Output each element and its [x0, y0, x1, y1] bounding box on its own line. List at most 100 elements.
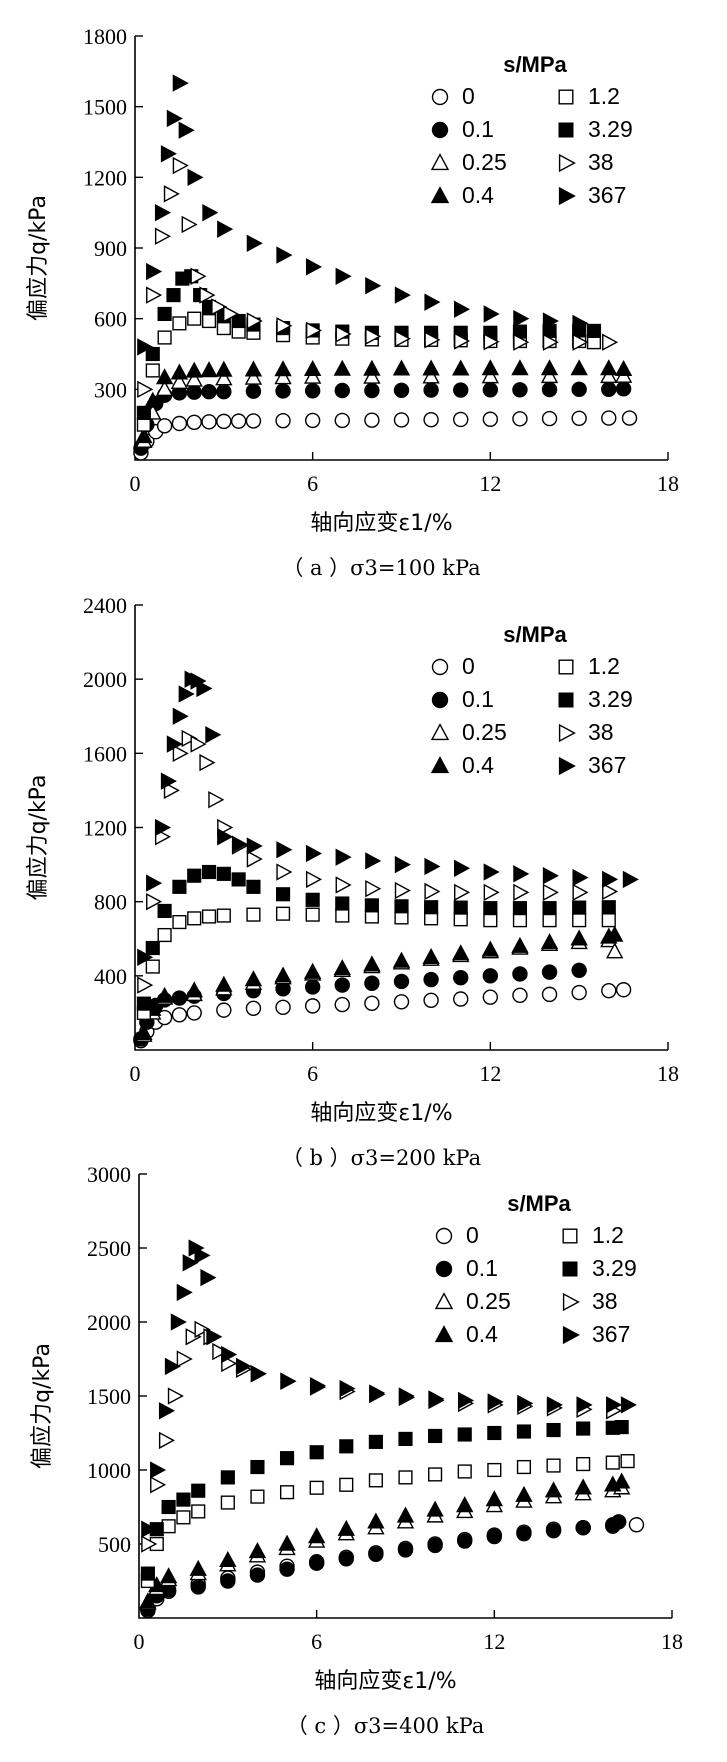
data-point — [216, 383, 232, 400]
data-point — [453, 411, 469, 428]
legend-marker — [558, 659, 574, 675]
data-point — [485, 1490, 504, 1507]
data-point — [570, 359, 588, 376]
chart-panel-2: 400 800 1200 1600 2000 2400 0 6 12 18 偏应力q/kPa 轴向应变… — [26, 593, 679, 1170]
legend-label: 38 — [588, 719, 614, 745]
y-axis-label: 偏应力q/kPa — [26, 195, 51, 321]
data-point — [245, 1000, 262, 1016]
data-point — [333, 959, 351, 976]
data-point — [219, 1550, 237, 1567]
data-point — [157, 306, 172, 322]
data-point — [163, 185, 180, 203]
data-point — [365, 852, 382, 870]
legend-marker — [431, 121, 449, 139]
legend-marker — [431, 691, 449, 709]
x-tick-label: 0 — [130, 471, 141, 496]
data-point — [194, 1320, 211, 1339]
legend-marker — [558, 756, 576, 776]
data-point — [246, 234, 263, 252]
data-point — [221, 1345, 238, 1364]
data-point — [136, 996, 151, 1011]
data-point — [453, 900, 468, 915]
data-point — [189, 1559, 207, 1576]
data-point — [394, 330, 411, 348]
data-point — [365, 277, 382, 295]
data-point — [541, 964, 558, 980]
data-point — [483, 883, 500, 902]
data-point — [141, 1520, 158, 1538]
data-point — [158, 1431, 175, 1450]
data-point — [427, 1537, 443, 1554]
legend-marker — [434, 1292, 454, 1310]
data-point — [196, 679, 213, 698]
panel-caption: （ a ）σ3=100 kPa — [282, 556, 480, 580]
data-point — [303, 962, 322, 979]
data-point — [246, 837, 263, 855]
data-point — [606, 925, 624, 942]
y-tick-label: 2000 — [87, 1310, 131, 1335]
data-point — [513, 883, 530, 902]
data-point — [458, 1391, 475, 1410]
data-point — [176, 1492, 191, 1507]
y-tick-label: 2400 — [83, 593, 127, 618]
data-point — [424, 331, 441, 349]
data-point — [190, 267, 207, 285]
data-point — [364, 898, 379, 913]
data-point — [144, 391, 162, 408]
data-point — [186, 1005, 202, 1021]
data-point — [154, 203, 171, 222]
data-point — [212, 1342, 229, 1361]
data-point — [166, 288, 181, 303]
data-point — [185, 981, 203, 998]
data-point — [172, 879, 187, 894]
data-point — [423, 412, 439, 428]
data-point — [586, 323, 602, 338]
data-point — [199, 286, 216, 304]
panel-caption: （ c ）σ3=400 kPa — [287, 1714, 485, 1738]
legend-label: 367 — [588, 182, 626, 208]
legend-label: 3.29 — [588, 686, 633, 712]
data-point — [201, 383, 217, 400]
data-point — [246, 850, 263, 868]
data-point — [145, 363, 160, 378]
data-point — [246, 312, 263, 330]
data-point — [481, 940, 500, 957]
legend-marker — [430, 723, 450, 741]
data-point — [516, 1525, 532, 1542]
data-point — [541, 986, 558, 1003]
data-point — [178, 685, 195, 703]
series-367 — [137, 670, 639, 966]
data-point — [250, 1489, 265, 1504]
data-point — [141, 1535, 158, 1553]
data-point — [304, 383, 321, 399]
legend-label: 1.2 — [588, 653, 620, 679]
data-point — [570, 929, 588, 946]
data-point — [482, 968, 499, 984]
legend-label: 0.1 — [462, 116, 494, 142]
legend: s/MPa 0 0.1 0.25 0.4 1.2 3.29 38 367 — [430, 52, 633, 208]
data-point — [135, 427, 153, 444]
data-point — [139, 1592, 157, 1609]
legend-marker — [434, 1325, 454, 1343]
legend-label: 38 — [588, 149, 614, 175]
x-tick-label: 6 — [307, 471, 318, 496]
data-point — [309, 1445, 324, 1460]
data-point — [368, 1546, 384, 1563]
data-point — [571, 410, 587, 427]
data-point — [363, 955, 381, 972]
panel-caption: （ b ）σ3=200 kPa — [282, 1146, 481, 1170]
legend-label: 1.2 — [592, 1222, 624, 1248]
data-point — [216, 413, 232, 430]
data-point — [305, 907, 320, 922]
data-point — [157, 927, 172, 943]
data-point — [334, 412, 350, 429]
data-point — [244, 970, 263, 987]
data-point — [542, 913, 557, 928]
data-point — [171, 990, 188, 1006]
data-point — [367, 1512, 385, 1529]
x-tick-label: 12 — [479, 1061, 501, 1086]
x-tick-label: 0 — [130, 1061, 141, 1086]
data-point — [572, 868, 589, 887]
data-point — [512, 913, 528, 928]
data-point — [452, 359, 470, 376]
